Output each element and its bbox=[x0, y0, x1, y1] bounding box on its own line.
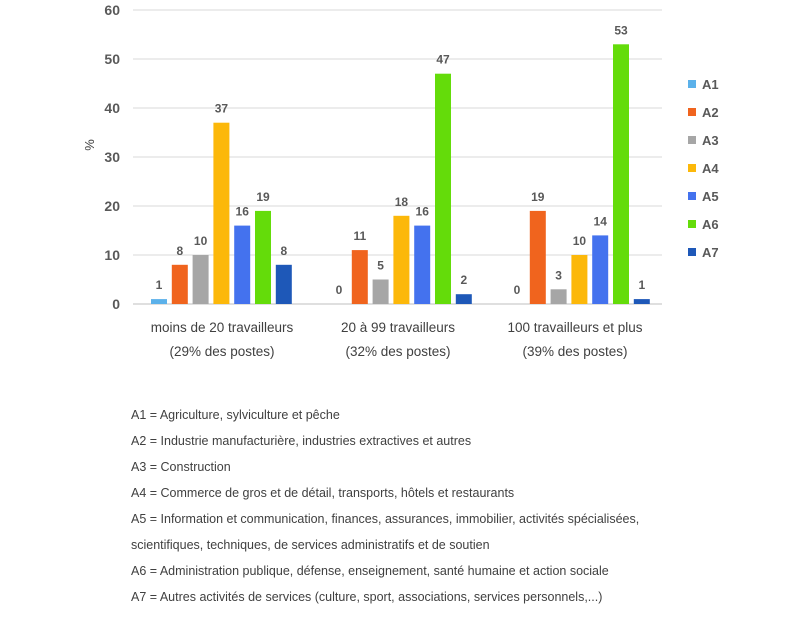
legend-swatch bbox=[688, 248, 696, 256]
y-tick-label: 0 bbox=[112, 296, 120, 312]
bars bbox=[151, 44, 650, 305]
data-label: 1 bbox=[638, 278, 645, 292]
data-label: 3 bbox=[555, 268, 562, 282]
data-label: 11 bbox=[353, 229, 366, 243]
bar-a5 bbox=[234, 225, 251, 304]
data-label: 18 bbox=[395, 195, 409, 209]
data-label: 0 bbox=[336, 283, 343, 297]
definition-line: A3 = Construction bbox=[131, 460, 231, 474]
legend-label: A1 bbox=[702, 77, 719, 92]
bar-a4 bbox=[571, 255, 588, 304]
legend-swatch bbox=[688, 108, 696, 116]
legend-label: A5 bbox=[702, 189, 719, 204]
data-label: 47 bbox=[436, 53, 450, 67]
data-label: 19 bbox=[531, 190, 545, 204]
category-label: moins de 20 travailleurs bbox=[151, 320, 294, 335]
legend-swatch bbox=[688, 192, 696, 200]
legend-label: A6 bbox=[702, 217, 719, 232]
data-label: 8 bbox=[280, 244, 287, 258]
bar-a6 bbox=[435, 73, 451, 304]
definition-line: A1 = Agriculture, sylviculture et pêche bbox=[131, 408, 340, 422]
data-label: 1 bbox=[156, 278, 163, 292]
y-tick-label: 20 bbox=[104, 198, 120, 214]
bar-a5 bbox=[592, 235, 609, 304]
data-label: 5 bbox=[377, 259, 384, 273]
legend-label: A4 bbox=[702, 161, 719, 176]
y-tick-label: 30 bbox=[104, 149, 120, 165]
definition-line: scientifiques, techniques, de services a… bbox=[131, 538, 490, 552]
bar-a1 bbox=[151, 299, 167, 304]
data-label: 53 bbox=[614, 23, 628, 37]
definition-line: A4 = Commerce de gros et de détail, tran… bbox=[131, 486, 515, 500]
category-label: 100 travailleurs et plus bbox=[507, 320, 642, 335]
data-label: 8 bbox=[176, 244, 183, 258]
bar-a7 bbox=[275, 264, 292, 304]
data-label: 10 bbox=[194, 234, 208, 248]
y-tick-label: 60 bbox=[104, 2, 120, 18]
category-label: 20 à 99 travailleurs bbox=[341, 320, 455, 335]
x-axis: moins de 20 travailleurs (29% des postes)… bbox=[151, 320, 643, 359]
y-tick-label: 50 bbox=[104, 51, 120, 67]
bar-a7 bbox=[633, 299, 650, 304]
legend: A1 A2 A3 A4 A5 A6 A7 bbox=[688, 77, 719, 260]
category-label: (39% des postes) bbox=[522, 344, 627, 359]
data-label: 16 bbox=[236, 205, 250, 219]
bar-a6 bbox=[255, 210, 271, 304]
legend-swatch bbox=[688, 220, 696, 228]
legend-swatch bbox=[688, 80, 696, 88]
data-label: 16 bbox=[416, 205, 430, 219]
bar-a4 bbox=[213, 122, 230, 304]
y-tick-label: 10 bbox=[104, 247, 120, 263]
category-label: (29% des postes) bbox=[169, 344, 274, 359]
data-label: 37 bbox=[215, 102, 229, 116]
definition-line: A6 = Administration publique, défense, e… bbox=[131, 564, 609, 578]
legend-label: A7 bbox=[702, 245, 719, 260]
data-label: 19 bbox=[256, 190, 270, 204]
bar-a3 bbox=[372, 279, 389, 304]
bar-a3 bbox=[192, 255, 209, 304]
y-axis: 0 10 20 30 40 50 60 bbox=[104, 2, 120, 312]
legend-swatch bbox=[688, 136, 696, 144]
sector-definitions: A1 = Agriculture, sylviculture et pêche A… bbox=[131, 402, 639, 610]
bar-a2 bbox=[351, 250, 368, 304]
bar-a4 bbox=[393, 215, 410, 304]
legend-swatch bbox=[688, 164, 696, 172]
definition-line: A2 = Industrie manufacturière, industrie… bbox=[131, 434, 472, 448]
definition-line: A5 = Information et communication, finan… bbox=[131, 512, 640, 526]
y-axis-label: % bbox=[82, 139, 97, 151]
legend-label: A2 bbox=[702, 105, 719, 120]
bar-a3 bbox=[550, 289, 567, 304]
bar-a7 bbox=[455, 294, 472, 304]
bar-a6 bbox=[613, 44, 629, 305]
definition-line: A7 = Autres activités de services (cultu… bbox=[131, 590, 603, 604]
data-label: 10 bbox=[573, 234, 587, 248]
legend-label: A3 bbox=[702, 133, 719, 148]
bar-a5 bbox=[414, 225, 431, 304]
data-label: 14 bbox=[594, 214, 608, 228]
y-tick-label: 40 bbox=[104, 100, 120, 116]
category-label: (32% des postes) bbox=[345, 344, 450, 359]
data-label: 2 bbox=[460, 273, 467, 287]
bar-a2 bbox=[171, 264, 188, 304]
data-label: 0 bbox=[514, 283, 521, 297]
bar-a2 bbox=[529, 210, 546, 304]
